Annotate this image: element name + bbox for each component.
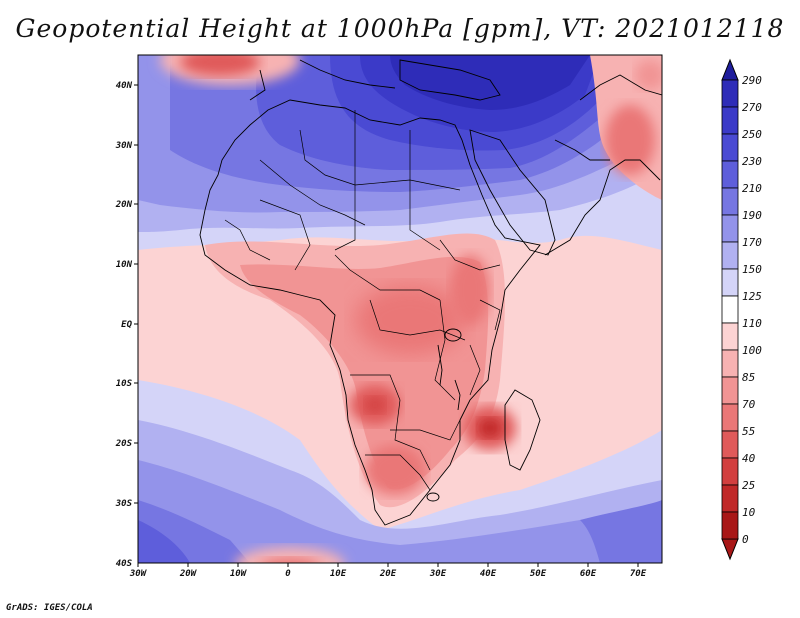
lon-tick-label: 50E bbox=[530, 569, 547, 579]
colorbar-bottom-arrow bbox=[721, 538, 739, 561]
lat-tick-label: EQ bbox=[121, 320, 132, 330]
colorbar-label: 290 bbox=[742, 74, 762, 87]
lon-tick-label: 10W bbox=[230, 569, 248, 579]
lon-tick-label: 30E bbox=[429, 569, 447, 579]
colorbar-label: 0 bbox=[742, 533, 749, 546]
colorbar-label: 190 bbox=[742, 209, 762, 222]
colorbar-cell bbox=[721, 322, 739, 351]
map-frame bbox=[137, 54, 663, 564]
grads-credit: GrADS: IGES/COLA bbox=[6, 603, 93, 613]
colorbar-top-arrow bbox=[721, 58, 739, 81]
colorbar-cell bbox=[721, 349, 739, 378]
height-field bbox=[138, 55, 662, 563]
latitude-axis: 40N 30N 20N 10N EQ 10S 20S 30S 40S bbox=[115, 81, 133, 569]
axis-ticks bbox=[134, 84, 639, 567]
colorbar-label: 10 bbox=[742, 506, 756, 519]
colorbar-cell bbox=[721, 295, 739, 324]
colorbar-label: 110 bbox=[742, 317, 762, 330]
colorbar-label: 250 bbox=[742, 128, 762, 141]
lat-tick-label: 20S bbox=[115, 439, 133, 449]
colorbar-cell bbox=[721, 214, 739, 243]
colorbar-cell bbox=[721, 268, 739, 297]
colorbar-cell bbox=[721, 187, 739, 216]
colorbar-label: 270 bbox=[742, 101, 762, 114]
colorbar-label: 55 bbox=[742, 425, 755, 438]
colorbar-cell bbox=[721, 403, 739, 432]
lat-tick-label: 10S bbox=[116, 379, 133, 389]
lat-tick-label: 40N bbox=[116, 81, 133, 91]
colorbar-label: 70 bbox=[742, 398, 756, 411]
colorbar-label: 170 bbox=[742, 236, 762, 249]
lat-tick-label: 10N bbox=[116, 260, 133, 270]
colorbar-label: 125 bbox=[742, 290, 762, 303]
lat-tick-label: 40S bbox=[116, 559, 133, 569]
lakes bbox=[426, 328, 462, 502]
colorbar-label: 210 bbox=[742, 182, 762, 195]
map-title: Geopotential Height at 1000hPa [gpm], VT… bbox=[15, 14, 785, 43]
colorbar-cell bbox=[721, 160, 739, 189]
colorbar-label: 40 bbox=[742, 452, 756, 465]
colorbar: 2902702502302101901701501251101008570554… bbox=[721, 58, 762, 561]
colorbar-label: 230 bbox=[742, 155, 762, 168]
colorbar-cell bbox=[721, 457, 739, 486]
lon-tick-label: 70E bbox=[630, 569, 647, 579]
colorbar-cell bbox=[721, 484, 739, 513]
colorbar-label: 85 bbox=[742, 371, 755, 384]
lon-tick-label: 30W bbox=[129, 569, 148, 579]
lon-tick-label: 10E bbox=[330, 569, 347, 579]
lon-tick-label: 0 bbox=[285, 569, 291, 579]
lon-tick-label: 20W bbox=[179, 569, 198, 579]
lat-tick-label: 30S bbox=[115, 499, 133, 509]
lon-tick-label: 20E bbox=[379, 569, 397, 579]
coastlines bbox=[199, 59, 662, 526]
country-borders bbox=[224, 110, 501, 491]
colorbar-cell bbox=[721, 241, 739, 270]
colorbar-cell bbox=[721, 133, 739, 162]
colorbar-cell bbox=[721, 106, 739, 135]
colorbar-cell bbox=[721, 511, 739, 540]
colorbar-cell bbox=[721, 79, 739, 108]
colorbar-label: 100 bbox=[742, 344, 762, 357]
longitude-axis: 30W 20W 10W 0 10E 20E 30E 40E 50E 60E 70… bbox=[129, 569, 647, 579]
lat-tick-label: 30N bbox=[115, 141, 133, 151]
colorbar-cell bbox=[721, 430, 739, 459]
colorbar-cell bbox=[721, 376, 739, 405]
colorbar-label: 25 bbox=[742, 479, 755, 492]
lon-tick-label: 40E bbox=[480, 569, 497, 579]
lat-tick-label: 20N bbox=[115, 200, 133, 210]
lon-tick-label: 60E bbox=[580, 569, 597, 579]
colorbar-label: 150 bbox=[742, 263, 762, 276]
